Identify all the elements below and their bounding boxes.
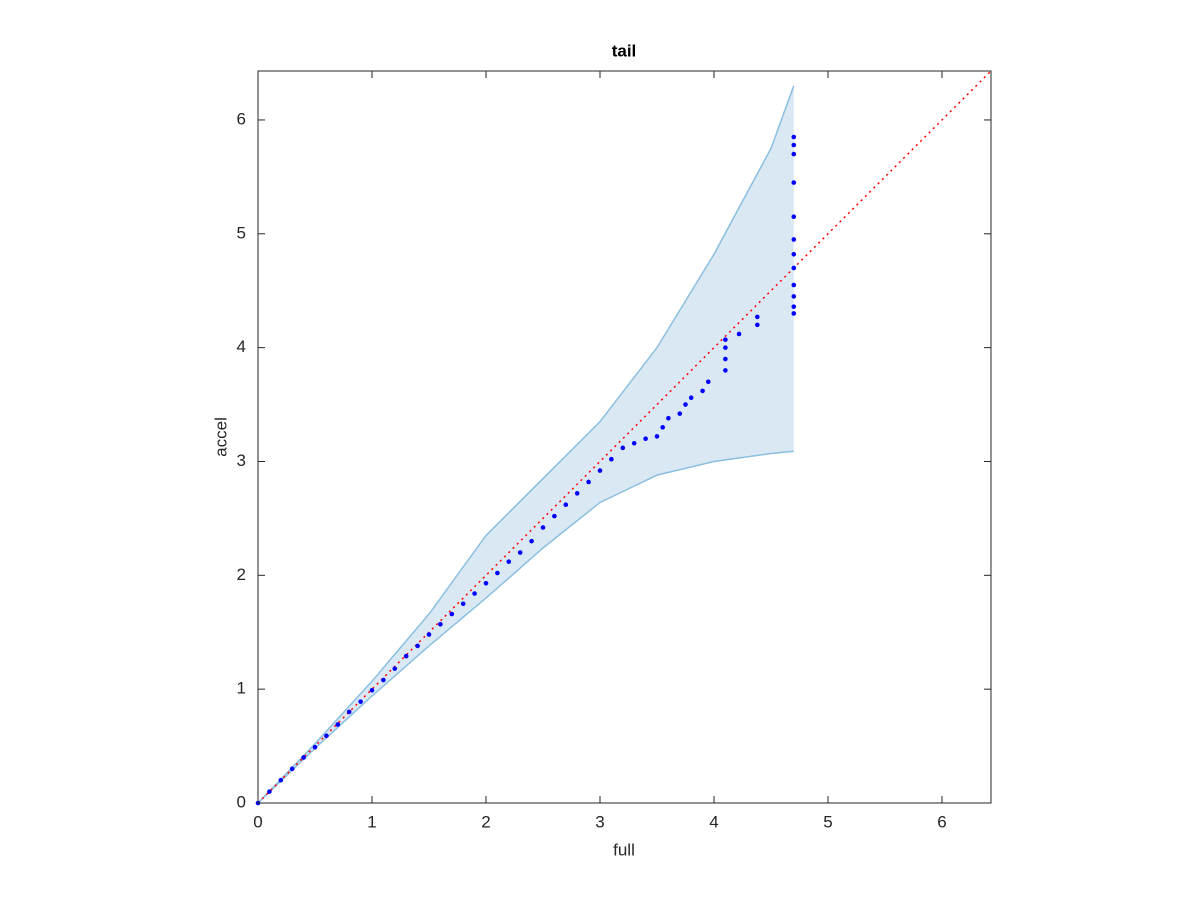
data-point bbox=[438, 621, 443, 627]
data-point bbox=[517, 550, 523, 555]
data-point bbox=[278, 777, 284, 783]
data-point bbox=[723, 337, 728, 342]
data-point bbox=[631, 440, 637, 446]
y-tick-label: 1 bbox=[237, 679, 246, 698]
data-point bbox=[791, 294, 797, 299]
data-point bbox=[597, 468, 603, 473]
data-point bbox=[723, 345, 728, 350]
band-upper bbox=[257, 85, 795, 804]
data-point bbox=[506, 559, 512, 564]
data-point bbox=[677, 411, 683, 416]
x-tick-label: 0 bbox=[253, 812, 262, 831]
data-point bbox=[791, 304, 797, 309]
data-point bbox=[403, 653, 409, 659]
y-tick-label: 6 bbox=[237, 109, 246, 128]
data-point bbox=[736, 331, 742, 337]
data-point bbox=[563, 502, 569, 508]
data-point bbox=[495, 570, 500, 576]
data-point bbox=[415, 643, 420, 649]
data-point bbox=[483, 580, 489, 586]
data-point bbox=[312, 744, 318, 750]
reference-line bbox=[257, 70, 992, 804]
data-point bbox=[381, 677, 386, 683]
data-point bbox=[791, 265, 797, 271]
band-lower bbox=[257, 450, 794, 804]
data-point bbox=[529, 538, 534, 544]
y-tick-label: 3 bbox=[237, 451, 246, 470]
x-axis-label: full bbox=[613, 840, 635, 859]
data-point bbox=[289, 766, 295, 772]
data-point bbox=[460, 601, 466, 607]
data-point bbox=[723, 368, 728, 373]
data-point bbox=[586, 479, 591, 485]
x-tick-label: 1 bbox=[367, 812, 376, 831]
data-point bbox=[791, 180, 797, 185]
data-point bbox=[705, 379, 711, 385]
data-point bbox=[301, 755, 306, 760]
y-tick-label: 4 bbox=[237, 337, 246, 356]
data-point bbox=[346, 709, 352, 715]
data-point bbox=[791, 134, 797, 140]
data-point bbox=[267, 789, 272, 794]
x-tick-label: 6 bbox=[937, 812, 946, 831]
data-point bbox=[683, 402, 688, 407]
data-point bbox=[324, 733, 329, 739]
data-point bbox=[791, 282, 797, 288]
y-axis-label: accel bbox=[211, 417, 230, 457]
y-tick-label: 2 bbox=[237, 565, 246, 584]
data-point bbox=[723, 356, 728, 362]
data-point bbox=[755, 322, 760, 328]
data-point bbox=[791, 251, 797, 257]
band-fill bbox=[258, 85, 794, 803]
data-point bbox=[392, 666, 398, 671]
data-point bbox=[620, 445, 626, 451]
data-point bbox=[358, 699, 363, 704]
data-point bbox=[335, 722, 341, 727]
x-tick-label: 3 bbox=[595, 812, 604, 831]
y-tick-label: 5 bbox=[237, 223, 246, 242]
axes-box bbox=[257, 70, 992, 804]
data-point bbox=[666, 415, 671, 421]
data-point bbox=[688, 395, 694, 401]
y-tick-label: 0 bbox=[237, 792, 246, 811]
data-point bbox=[449, 611, 455, 617]
data-point bbox=[369, 687, 375, 693]
data-point bbox=[426, 632, 432, 637]
data-point bbox=[643, 436, 648, 442]
data-point bbox=[574, 491, 580, 496]
data-point bbox=[791, 151, 797, 157]
data-point bbox=[472, 591, 477, 596]
data-point bbox=[660, 425, 665, 430]
x-tick-label: 2 bbox=[481, 812, 490, 831]
data-point bbox=[540, 525, 546, 530]
x-tick-label: 4 bbox=[709, 812, 718, 831]
chart-title: tail bbox=[612, 41, 637, 60]
data-point bbox=[791, 237, 797, 242]
data-point bbox=[791, 311, 797, 316]
data-point bbox=[791, 142, 797, 148]
data-point bbox=[791, 214, 797, 220]
x-tick-label: 5 bbox=[823, 812, 832, 831]
data-point bbox=[700, 388, 705, 394]
data-point bbox=[609, 456, 614, 462]
data-point bbox=[654, 434, 660, 439]
data-point bbox=[755, 314, 760, 320]
data-point bbox=[552, 513, 557, 519]
